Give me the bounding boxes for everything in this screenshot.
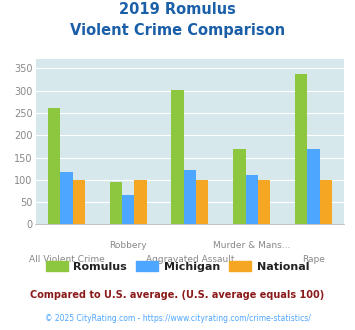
Text: Rape: Rape [302, 255, 325, 264]
Bar [60, 172, 72, 224]
Bar [233, 148, 246, 224]
Bar [134, 180, 147, 224]
Bar [295, 74, 307, 224]
Text: © 2025 CityRating.com - https://www.cityrating.com/crime-statistics/: © 2025 CityRating.com - https://www.city… [45, 314, 310, 323]
Text: Aggravated Assault: Aggravated Assault [146, 255, 234, 264]
Text: Violent Crime Comparison: Violent Crime Comparison [70, 23, 285, 38]
Text: Murder & Mans...: Murder & Mans... [213, 241, 290, 250]
Legend: Romulus, Michigan, National: Romulus, Michigan, National [46, 261, 309, 272]
Bar [72, 180, 85, 224]
Bar [184, 170, 196, 224]
Bar [307, 148, 320, 224]
Bar [258, 180, 270, 224]
Bar [320, 180, 332, 224]
Bar [246, 175, 258, 224]
Text: Compared to U.S. average. (U.S. average equals 100): Compared to U.S. average. (U.S. average … [31, 290, 324, 300]
Bar [110, 182, 122, 224]
Bar [196, 180, 208, 224]
Text: Robbery: Robbery [109, 241, 147, 250]
Text: All Violent Crime: All Violent Crime [28, 255, 104, 264]
Bar [171, 90, 184, 224]
Text: 2019 Romulus: 2019 Romulus [119, 2, 236, 16]
Bar [122, 195, 134, 224]
Bar [48, 109, 60, 224]
